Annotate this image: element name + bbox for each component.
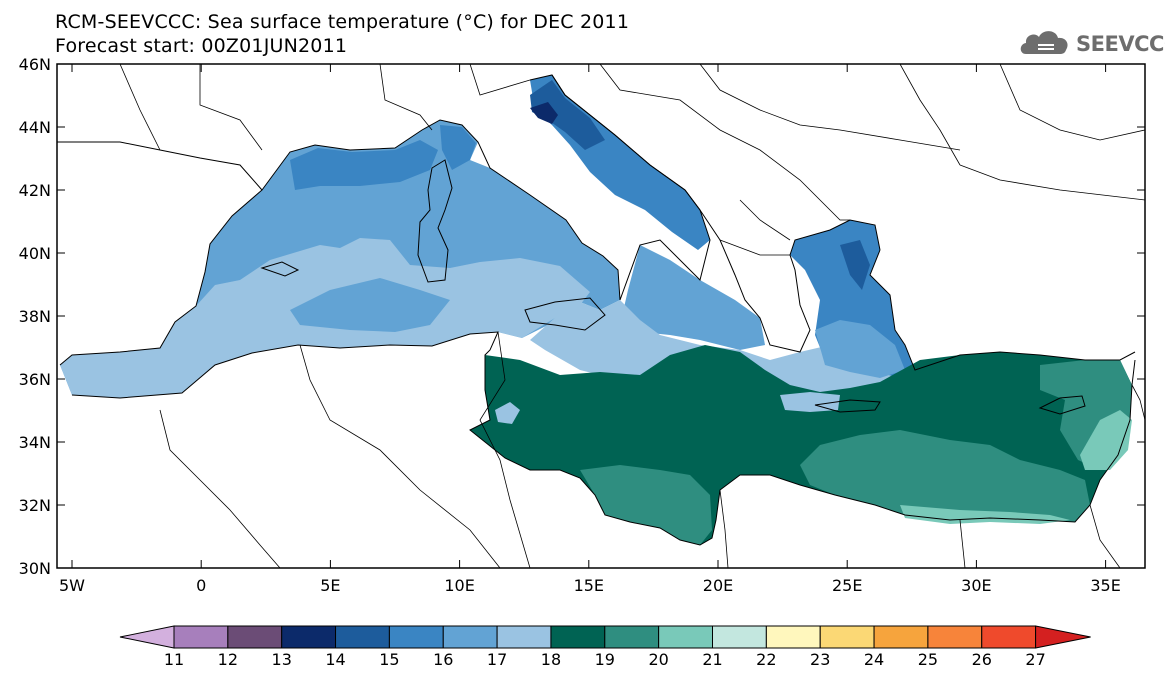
colorbar-label: 21 [702,650,722,669]
logo-text: SEEVCCC [1076,32,1165,56]
lon-label: 0 [196,576,206,595]
colorbar-swatch [281,625,337,649]
lat-label: 30N [19,559,51,578]
sst-adriatic-14 [530,102,558,124]
colorbar-swatch [550,625,606,649]
colorbar-swatch [388,625,444,649]
colorbar-min-arrow [119,625,175,649]
corsica-sardinia [417,159,453,283]
colorbar-label: 25 [918,650,938,669]
lat-axis: 46N 44N 42N 40N 38N 36N 34N 32N 30N [19,55,1145,578]
colorbar-swatch [712,625,767,649]
lon-label: 35E [1090,576,1120,595]
balkan-coast [551,74,881,353]
sst-west-17-patch [290,278,450,332]
sicily [524,297,606,331]
colorbar-label: 16 [433,650,453,669]
colorbar-label: 11 [164,650,184,669]
colorbar-label: 23 [810,650,830,669]
europe-borders [119,64,1145,256]
sst-levant-21 [1080,410,1132,470]
lat-label: 36N [19,370,51,389]
lat-label: 40N [19,244,51,263]
colorbar-swatch [927,625,983,649]
colorbar-swatch [442,625,498,649]
colorbar-swatch [335,625,390,649]
colorbar-swatch [873,625,929,649]
forecast-start-subtitle: Forecast start: 00Z01JUN2011 [55,35,348,57]
lat-label: 34N [19,433,51,452]
lat-label: 46N [19,55,51,74]
colorbar-label: 14 [325,650,345,669]
colorbar-label: 18 [541,650,561,669]
coastlines [57,64,1145,568]
lon-axis: 5W 0 5E 10E 15E 20E 25E 30E 35E [59,64,1121,595]
colorbar-label: 27 [1025,650,1045,669]
crete [814,399,881,413]
lat-label: 44N [19,118,51,137]
colorbar-label: 22 [756,650,776,669]
lon-label: 10E [444,576,474,595]
sst-adriatic-15 [530,80,605,150]
lon-label: 5E [320,576,340,595]
colorbar-label: 17 [487,650,507,669]
africa-coast [71,331,1136,546]
colorbar-swatch [658,625,714,649]
colorbar-label: 12 [218,650,238,669]
cyprus [1038,395,1086,415]
lon-label: 20E [703,576,733,595]
colorbar-label: 26 [972,650,992,669]
sst-aegean-17 [815,320,905,378]
turkey-coast [869,249,1136,371]
cloud-icon [1020,31,1068,54]
colorbar-swatch [765,625,821,649]
colorbar-swatch [819,625,875,649]
iberia-coast [57,141,263,366]
sst-crete-18 [780,392,840,412]
lat-label: 32N [19,496,51,515]
colorbar-swatch [604,625,660,649]
map-title: RCM-SEEVCCC: Sea surface temperature (°C… [55,11,630,33]
sst-ligurian-16 [440,125,476,170]
sst-gulf-lion-16 [290,140,438,190]
lon-label: 30E [961,576,991,595]
colorbar-label: 20 [648,650,668,669]
sst-south-20 [800,430,1090,522]
lon-label: 5W [59,576,85,595]
colorbar-label: 13 [272,650,292,669]
colorbar: 11 12 13 14 15 16 17 18 19 20 21 22 23 24 25 26 27 [119,625,1091,669]
africa-borders [159,331,1145,568]
lat-label: 38N [19,307,51,326]
lon-label: 25E [832,576,862,595]
colorbar-label: 15 [379,650,399,669]
sst-ionian-17 [620,245,765,350]
colorbar-swatch [227,625,283,649]
colorbar-swatch [173,625,229,649]
sst-aegean-15 [840,240,870,290]
sst-sicily-18 [495,402,520,424]
sst-field [60,75,1132,545]
balearics [260,261,300,277]
lat-label: 42N [19,181,51,200]
sst-sidra-20 [580,465,712,545]
colorbar-max-arrow [1035,625,1091,649]
colorbar-swatch [496,625,552,649]
colorbar-label: 19 [595,650,615,669]
colorbar-label: 24 [864,650,884,669]
colorbar-swatch [981,625,1037,649]
seevccc-logo: SEEVCCC [1018,24,1165,60]
lon-label: 15E [574,576,604,595]
